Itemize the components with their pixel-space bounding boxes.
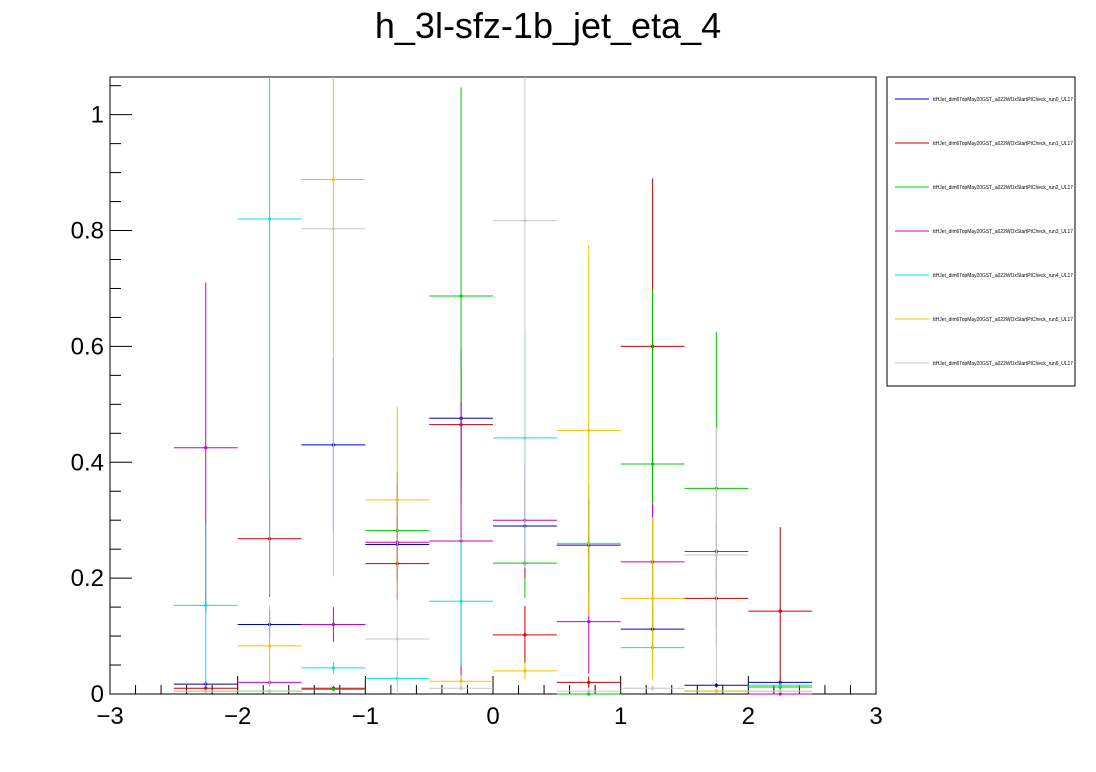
data-point	[714, 553, 719, 557]
data-point	[778, 692, 782, 696]
data-point	[587, 428, 591, 432]
y-tick-label: 0.4	[71, 449, 104, 476]
legend-entry: ttHJet_dim6TopMay20GST_a022WOxStartPtChe…	[933, 361, 1073, 367]
data-point	[395, 498, 399, 502]
data-point	[331, 227, 336, 231]
data-point	[459, 599, 463, 603]
data-point	[587, 680, 591, 685]
legend-entry: ttHJet_dim6TopMay20GST_a022WOxStartPtChe…	[933, 185, 1073, 191]
data-point	[714, 683, 719, 687]
data-point	[459, 294, 463, 298]
y-tick-label: 0.2	[71, 565, 104, 592]
y-tick-label: 0.6	[71, 333, 104, 360]
legend-entry: ttHJet_dim6TopMay20GST_a022WOxStartPtChe…	[933, 229, 1073, 235]
x-tick-label: −2	[224, 703, 251, 730]
y-tick-label: 0	[91, 681, 104, 708]
data-point	[778, 683, 782, 687]
x-tick-label: 1	[614, 703, 627, 730]
data-point	[587, 619, 591, 624]
data-point	[523, 219, 527, 223]
data-point	[267, 644, 272, 648]
data-point	[459, 679, 463, 683]
legend-entry: ttHJet_dim6TopMay20GST_a022WOxStartPtChe…	[933, 317, 1073, 323]
data-point	[587, 689, 591, 693]
chart-title: h_3l-sfz-1b_jet_eta_4	[375, 5, 721, 46]
x-tick-label: 2	[742, 703, 755, 730]
legend-entry: ttHJet_dim6TopMay20GST_a022WOxStartPtChe…	[933, 273, 1073, 279]
x-tick-label: 0	[486, 703, 499, 730]
y-tick-label: 0.8	[71, 218, 104, 245]
data-point	[267, 217, 272, 221]
legend-entry: ttHJet_dim6TopMay20GST_a022WOxStartPtChe…	[933, 97, 1073, 103]
data-point	[778, 689, 782, 693]
data-point	[267, 689, 272, 693]
data-point	[650, 686, 655, 690]
data-point	[459, 686, 463, 690]
data-point	[331, 666, 336, 670]
legend-entry: ttHJet_dim6TopMay20GST_a022WOxStartPtChe…	[933, 141, 1073, 147]
y-tick-label: 1	[91, 102, 104, 129]
data-point	[778, 609, 782, 613]
data-point	[204, 603, 208, 607]
data-point	[204, 686, 208, 690]
x-tick-label: −1	[352, 703, 379, 730]
x-tick-label: 3	[869, 703, 882, 730]
data-point	[331, 622, 336, 627]
data-point	[331, 687, 336, 691]
series-group	[173, 77, 813, 694]
data-point	[204, 689, 208, 693]
data-point	[523, 633, 527, 637]
data-point	[587, 692, 591, 696]
data-point	[650, 462, 655, 466]
data-point	[395, 637, 399, 641]
data-point	[650, 596, 655, 601]
data-point	[523, 669, 527, 673]
x-tick-label: −3	[96, 703, 123, 730]
data-point	[714, 689, 719, 693]
data-point	[204, 446, 208, 450]
